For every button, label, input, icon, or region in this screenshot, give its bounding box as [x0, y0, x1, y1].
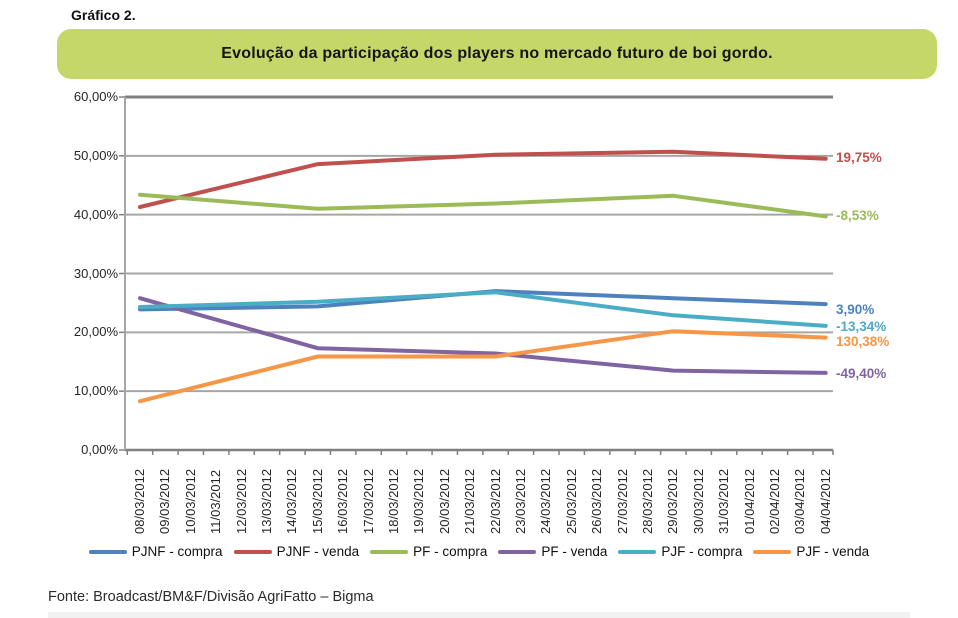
x-axis-date-label: 10/03/2012 — [182, 468, 198, 534]
y-axis-tick-label: 0,00% — [81, 442, 118, 457]
x-axis-date-label: 15/03/2012 — [309, 468, 325, 534]
cropped-edge-strip — [48, 612, 910, 618]
x-axis-date-label: 28/03/2012 — [639, 468, 655, 534]
legend-item: PJNF - venda — [233, 544, 360, 559]
legend-line-swatch — [233, 549, 272, 554]
x-axis-date-label: 01/04/2012 — [741, 468, 757, 534]
x-axis-date-label: 24/03/2012 — [538, 468, 554, 534]
x-axis-date-label: 19/03/2012 — [411, 468, 427, 534]
legend-line-swatch — [753, 549, 792, 554]
legend-label: PJF - compra — [661, 544, 743, 559]
x-axis-date-label: 11/03/2012 — [208, 469, 224, 534]
x-axis-date-label: 22/03/2012 — [487, 468, 503, 534]
series-end-label: 130,38% — [836, 333, 890, 349]
x-axis-date-label: 21/03/2012 — [462, 468, 478, 534]
legend-label: PJNF - venda — [276, 544, 360, 559]
figure-heading: Gráfico 2. — [71, 7, 136, 23]
legend-line-swatch — [618, 549, 657, 554]
x-axis-date-label: 31/03/2012 — [716, 468, 732, 534]
x-axis-date-label: 17/03/2012 — [360, 468, 376, 534]
series-end-label: -49,40% — [836, 365, 887, 381]
source-note: Fonte: Broadcast/BM&F/Divisão AgriFatto … — [48, 589, 374, 605]
x-axis-date-label: 25/03/2012 — [563, 468, 579, 534]
legend-line-swatch — [498, 549, 537, 554]
x-axis-date-label: 30/03/2012 — [690, 468, 706, 534]
x-axis-date-label: 03/04/2012 — [792, 468, 808, 534]
series-end-label: 3,90% — [836, 302, 875, 318]
legend-item: PJNF - compra — [88, 544, 223, 559]
x-axis-date-label: 29/03/2012 — [665, 468, 681, 534]
x-axis-date-label: 04/04/2012 — [817, 468, 833, 534]
x-axis-date-label: 16/03/2012 — [335, 468, 351, 534]
series-line-PJF-compra — [138, 290, 828, 328]
legend-label: PF - compra — [413, 544, 488, 559]
x-axis-date-label: 26/03/2012 — [589, 468, 605, 534]
legend-line-swatch — [370, 549, 409, 554]
legend-item: PJF - compra — [618, 544, 742, 559]
series-end-label: 19,75% — [836, 149, 882, 165]
chart-legend: PJNF - compra PJNF - venda PF - compra PF -… — [0, 544, 958, 559]
y-axis-tick-label: 50,00% — [73, 147, 118, 163]
y-axis-tick-label: 40,00% — [73, 206, 118, 222]
legend-item: PF - compra — [370, 544, 487, 559]
series-line-PJF-venda — [138, 329, 828, 404]
series-line-PF-compra — [138, 192, 828, 219]
series-line-PJNF-venda — [138, 149, 828, 209]
chart-title-banner: Evolução da participação dos players no … — [57, 29, 937, 79]
y-axis-tick-label: 10,00% — [73, 383, 118, 399]
x-axis-date-label: 18/03/2012 — [385, 468, 401, 534]
chart-title: Evolução da participação dos players no … — [221, 45, 773, 62]
y-axis-tick-label: 30,00% — [73, 265, 118, 281]
x-axis-date-label: 08/03/2012 — [132, 468, 147, 534]
x-axis-date-label: 27/03/2012 — [614, 468, 630, 534]
series-line-PF-venda — [138, 296, 828, 375]
x-axis-date-label: 23/03/2012 — [512, 468, 528, 534]
legend-item: PJF - venda — [753, 544, 869, 559]
series-end-label: -13,34% — [836, 318, 887, 334]
legend-label: PJNF - compra — [131, 544, 223, 559]
x-axis-date-label: 13/03/2012 — [258, 468, 274, 534]
x-axis-date-label: 20/03/2012 — [436, 468, 452, 534]
x-axis-date-label: 02/04/2012 — [766, 468, 782, 534]
legend-item: PF - venda — [498, 544, 607, 559]
legend-line-swatch — [88, 549, 127, 554]
x-axis-date-label: 09/03/2012 — [157, 468, 173, 534]
y-axis-tick-label: 20,00% — [73, 324, 118, 340]
y-axis-tick-label: 60,00% — [73, 89, 118, 104]
x-axis-date-label: 12/03/2012 — [233, 468, 249, 534]
legend-label: PJF - venda — [796, 544, 870, 559]
x-axis-date-label: 14/03/2012 — [284, 468, 300, 534]
legend-label: PF - venda — [541, 544, 608, 559]
series-end-label: -8,53% — [836, 208, 879, 224]
